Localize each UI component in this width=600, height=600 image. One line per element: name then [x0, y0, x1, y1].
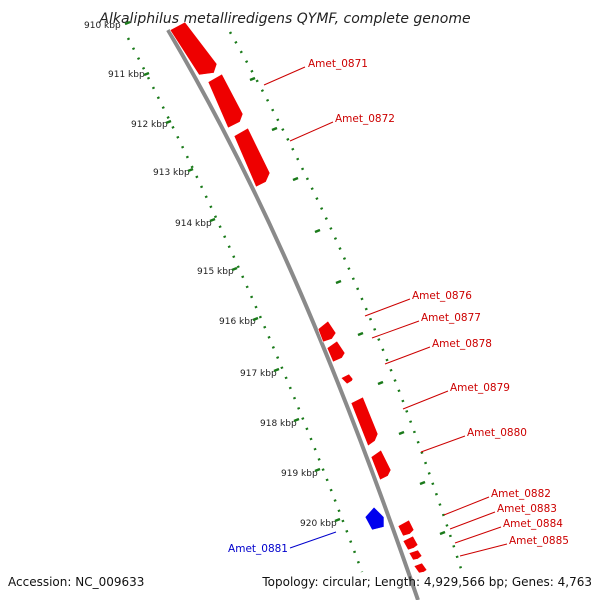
scale-tick	[314, 228, 321, 234]
gene-label-g0882[interactable]: Amet_0882	[491, 488, 551, 500]
kbp-tick	[209, 217, 216, 223]
gene-label-g0879[interactable]: Amet_0879	[450, 382, 510, 394]
gene-label-g0883[interactable]: Amet_0883	[497, 503, 557, 515]
scale-tick	[335, 279, 342, 285]
gene-label-g0877[interactable]: Amet_0877	[421, 312, 481, 324]
kbp-label: 912 kbp	[131, 120, 168, 130]
kbp-tick	[187, 167, 194, 173]
scale-tick	[357, 331, 364, 337]
leader-line-g0882	[443, 496, 490, 516]
scale-tick	[377, 380, 384, 386]
leader-line-g0879	[402, 390, 449, 410]
gene-arrow-g0876[interactable]	[317, 320, 337, 343]
kbp-label: 915 kbp	[197, 267, 234, 277]
kbp-tick	[293, 417, 300, 423]
leader-line-g0872	[289, 121, 334, 142]
kbp-tick	[273, 367, 280, 373]
genome-summary-text: Topology: circular; Length: 4,929,566 bp…	[261, 575, 592, 589]
kbp-tick	[143, 71, 150, 77]
kbp-label: 916 kbp	[219, 317, 256, 327]
scale-tick	[249, 76, 256, 82]
leader-line-g0878	[384, 346, 431, 365]
gene-label-g0884[interactable]: Amet_0884	[503, 518, 563, 530]
kbp-scale: 910 kbp 911 kbp 912 kbp 913 kbp 914 kbp 915 k…	[84, 20, 446, 536]
genome-backbone	[166, 28, 420, 600]
gene-label-g0878[interactable]: Amet_0878	[432, 338, 492, 350]
kbp-tick	[124, 20, 131, 26]
leader-line-g0885	[459, 543, 508, 557]
gene-arrow-g0877[interactable]	[326, 340, 346, 363]
genome-title: Alkaliphilus metalliredigens QYMF, compl…	[98, 11, 470, 27]
reverse-strand-tick-track	[126, 37, 364, 573]
gene-arrow-g0871[interactable]	[207, 73, 244, 129]
scale-tick	[439, 530, 446, 536]
scale-tick	[398, 430, 405, 436]
accession-text: Accession: NC_009633	[8, 575, 144, 589]
gene-arrow-g0883[interactable]	[402, 535, 419, 551]
kbp-tick	[165, 119, 172, 125]
gene-label-g0872[interactable]: Amet_0872	[335, 113, 395, 125]
leader-line-g0884	[454, 526, 502, 544]
gene-arrow-g0879[interactable]	[350, 396, 379, 447]
gene-label-g0876[interactable]: Amet_0876	[412, 290, 472, 302]
gene-arrow-g0884[interactable]	[408, 549, 423, 561]
kbp-label: 917 kbp	[240, 369, 277, 379]
gene-arrow-g0882[interactable]	[397, 519, 415, 537]
kbp-label: 918 kbp	[260, 419, 297, 429]
gene-label-g0881[interactable]: Amet_0881	[228, 543, 288, 555]
gene-arrow-g0880[interactable]	[370, 449, 392, 481]
scale-tick	[271, 126, 278, 132]
gene-arrow-g0885[interactable]	[413, 562, 428, 574]
leader-line-g0876	[364, 298, 411, 317]
gene-track	[169, 21, 428, 574]
kbp-label: 910 kbp	[84, 21, 121, 31]
kbp-label: 911 kbp	[108, 70, 145, 80]
kbp-tick	[334, 517, 341, 523]
gene-arrow-g0881[interactable]	[364, 506, 385, 531]
label-leaders	[263, 66, 508, 557]
kbp-label: 919 kbp	[281, 469, 318, 479]
gene-arrow-g0878[interactable]	[340, 373, 354, 385]
kbp-label: 920 kbp	[300, 519, 337, 529]
leader-line-g0881	[289, 531, 337, 549]
gene-label-g0885[interactable]: Amet_0885	[509, 535, 569, 547]
scale-tick	[292, 176, 299, 182]
leader-line-g0880	[420, 435, 466, 453]
gene-label-g0880[interactable]: Amet_0880	[467, 427, 527, 439]
kbp-tick	[252, 316, 259, 322]
leader-line-g0877	[371, 320, 420, 339]
gene-labels: Amet_0871 Amet_0872 Amet_0876 Amet_0877 Amet…	[228, 58, 569, 555]
gene-label-g0871[interactable]: Amet_0871	[308, 58, 368, 70]
scale-tick	[419, 480, 426, 486]
kbp-label: 913 kbp	[153, 168, 190, 178]
gene-arrow-g0872[interactable]	[233, 127, 271, 188]
kbp-label: 914 kbp	[175, 219, 212, 229]
kbp-tick	[231, 266, 238, 272]
kbp-tick	[314, 467, 321, 473]
leader-line-g0883	[449, 511, 496, 530]
gene-arrow-top[interactable]	[169, 21, 218, 76]
leader-line-g0871	[263, 66, 306, 86]
